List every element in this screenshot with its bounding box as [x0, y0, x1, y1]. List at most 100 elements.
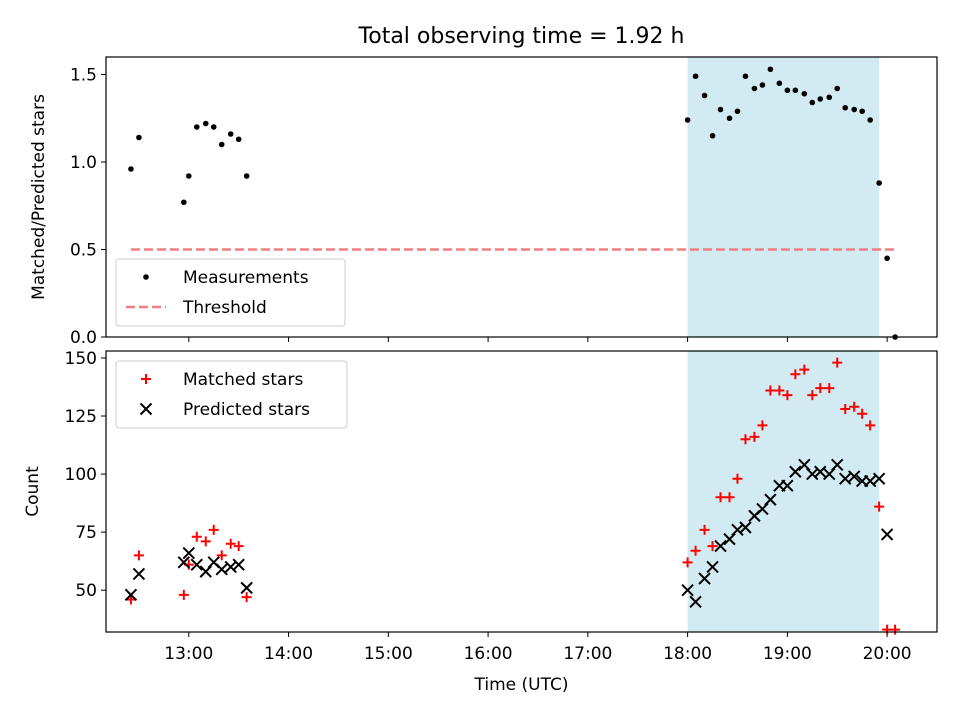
y-axis-label: Count — [23, 466, 43, 517]
data-point — [789, 465, 802, 478]
data-point — [124, 588, 138, 602]
data-point — [784, 87, 791, 94]
x-tick-label: 19:00 — [763, 644, 812, 664]
data-point — [682, 557, 693, 568]
data-point — [210, 124, 217, 130]
data-point — [715, 492, 726, 503]
legend-box — [115, 360, 348, 429]
data-point — [807, 390, 818, 401]
y-axis-label: Matched/Predicted stars — [29, 94, 49, 300]
data-point — [851, 106, 857, 113]
data-point — [181, 199, 187, 206]
data-point — [801, 90, 808, 97]
data-point — [863, 474, 877, 488]
data-point — [191, 531, 202, 542]
series-predicted-stars — [124, 458, 894, 609]
data-point — [690, 545, 701, 556]
data-point — [814, 465, 827, 478]
data-point — [698, 572, 711, 585]
legend-item: Measurements — [143, 268, 309, 288]
data-point — [235, 136, 242, 143]
legend-box — [115, 258, 346, 327]
series-matched-stars — [125, 357, 901, 635]
data-point — [740, 434, 751, 445]
data-point — [218, 141, 225, 148]
data-point — [839, 472, 852, 485]
data-point — [792, 87, 799, 94]
x-tick-label: 17:00 — [563, 644, 612, 664]
y-tick-label: 75 — [75, 523, 97, 543]
chart-title: Total observing time = 1.92 h — [358, 24, 685, 49]
data-point — [790, 369, 801, 380]
x-axis-label: Time (UTC) — [474, 675, 569, 695]
legend-swatch — [143, 274, 149, 280]
data-point — [182, 546, 196, 560]
data-point — [781, 479, 794, 492]
legend-label: Measurements — [183, 268, 309, 288]
data-point — [233, 541, 244, 552]
data-point — [749, 431, 760, 442]
data-point — [884, 255, 890, 262]
data-point — [232, 558, 245, 571]
data-point — [867, 117, 873, 123]
data-point — [880, 528, 894, 541]
data-point — [831, 458, 844, 472]
data-point — [243, 173, 250, 179]
y-tick-label: 0.0 — [70, 328, 97, 348]
data-point — [734, 108, 741, 115]
data-point — [177, 556, 191, 569]
data-point — [806, 467, 819, 481]
legend-label: Matched stars — [183, 370, 303, 390]
data-point — [876, 180, 882, 186]
y-tick-label: 125 — [65, 407, 97, 427]
data-point — [133, 550, 144, 561]
data-point — [726, 115, 733, 122]
legend-label: Predicted stars — [183, 400, 310, 420]
legend-item: Matched stars — [141, 370, 303, 390]
legend-swatch — [141, 374, 151, 384]
y-tick-label: 0.5 — [70, 241, 97, 261]
data-point — [208, 524, 219, 535]
data-point — [701, 92, 708, 99]
data-point — [224, 560, 237, 574]
data-point — [847, 470, 861, 483]
data-point — [714, 539, 727, 553]
data-point — [216, 550, 227, 561]
data-point — [776, 80, 783, 87]
data-point — [759, 82, 766, 88]
data-point — [689, 595, 702, 609]
x-tick-label: 14:00 — [264, 644, 313, 664]
data-point — [200, 536, 211, 547]
data-point — [799, 364, 810, 375]
axes-frame — [105, 56, 938, 338]
data-point — [684, 117, 691, 123]
data-point — [865, 420, 876, 431]
legend-swatch — [139, 402, 153, 416]
chart-panel-2: 50 75 100 125 150 13:00 14:00 15:00 16:00 17:00 18… — [23, 349, 938, 695]
data-point — [809, 99, 816, 106]
data-point — [202, 120, 209, 127]
data-point — [225, 538, 236, 549]
data-point — [699, 524, 710, 535]
legend-label: Threshold — [182, 298, 267, 318]
y-tick-label: 1.5 — [70, 66, 97, 86]
chart-panel-1: Total observing time = 1.92 h 0.0 0.5 1.0 1.… — [29, 24, 938, 348]
legend: Measurements Threshold — [115, 258, 346, 327]
legend-item: Threshold — [126, 298, 267, 318]
data-point — [241, 592, 252, 603]
legend: Matched stars Predicted stars — [115, 360, 348, 429]
data-point — [832, 357, 843, 368]
data-point — [240, 581, 253, 595]
y-tick-label: 150 — [65, 349, 97, 369]
data-point — [890, 624, 901, 635]
data-point — [765, 385, 776, 396]
data-point — [742, 73, 749, 80]
data-point — [227, 131, 234, 137]
data-point — [826, 94, 833, 101]
shaded-span — [687, 57, 880, 337]
data-point — [767, 66, 774, 73]
data-point — [842, 104, 849, 111]
data-point — [751, 85, 758, 92]
data-point — [709, 132, 716, 139]
